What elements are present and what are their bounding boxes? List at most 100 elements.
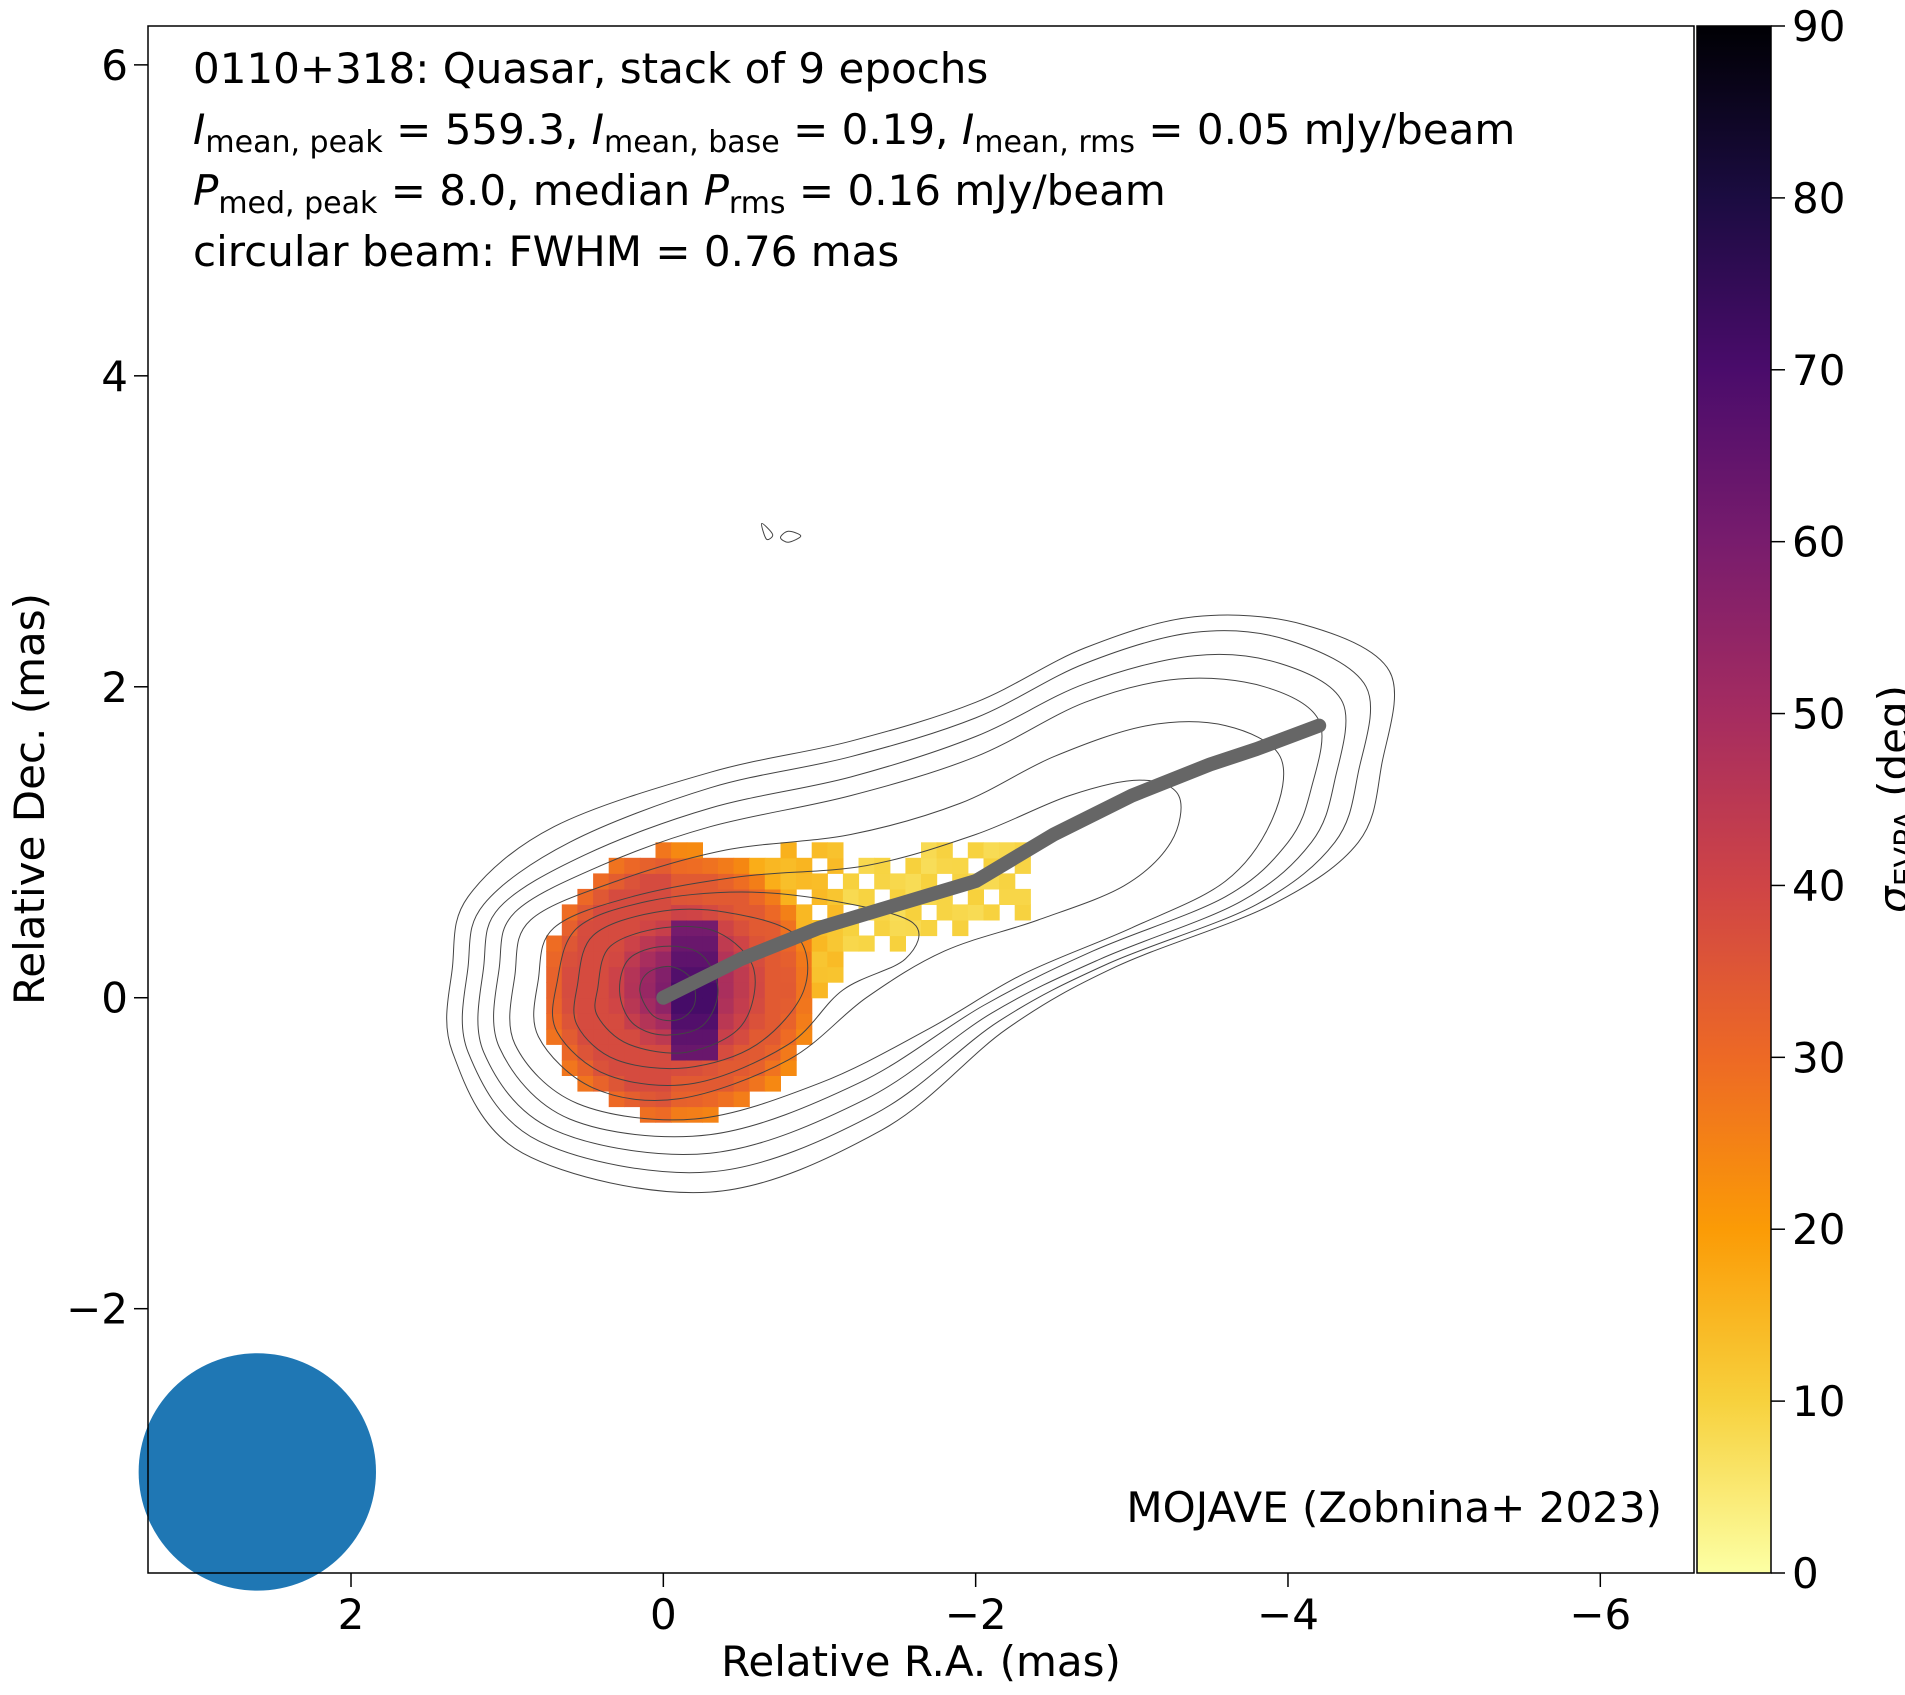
heatmap-pixel bbox=[546, 982, 563, 999]
heatmap-pixel bbox=[718, 1075, 735, 1092]
heatmap-pixel bbox=[811, 935, 828, 952]
heatmap-pixel bbox=[655, 888, 672, 905]
colorbar-tick-label: 70 bbox=[1792, 346, 1845, 395]
heatmap-pixel bbox=[733, 920, 750, 937]
ridgeline-layer bbox=[656, 718, 1327, 1005]
heatmap-pixel bbox=[749, 1044, 766, 1061]
heatmap-pixel bbox=[577, 1059, 594, 1076]
heatmap-pixel bbox=[905, 904, 922, 921]
colorbar-tick-label: 30 bbox=[1792, 1033, 1845, 1082]
heatmap-pixel bbox=[561, 1044, 578, 1061]
heatmap-pixel bbox=[905, 920, 922, 937]
heatmap-pixel bbox=[780, 842, 797, 859]
heatmap-pixel bbox=[702, 920, 719, 937]
heatmap-pixel bbox=[827, 842, 844, 859]
y-axis: −2 0 2 4 6 bbox=[66, 41, 148, 1334]
heatmap-pixel bbox=[671, 888, 688, 905]
heatmap-pixel bbox=[593, 1059, 610, 1076]
heatmap-pixel bbox=[764, 873, 781, 890]
heatmap-pixel bbox=[593, 966, 610, 983]
colorbar bbox=[1696, 25, 1772, 1574]
heatmap-pixel bbox=[780, 904, 797, 921]
heatmap-pixel bbox=[983, 904, 1000, 921]
heatmap-pixel bbox=[639, 873, 657, 890]
heatmap-pixel bbox=[764, 888, 781, 905]
heatmap-pixel bbox=[608, 935, 625, 952]
heatmap-pixel bbox=[655, 1028, 672, 1045]
heatmap-pixel bbox=[702, 1028, 719, 1045]
heatmap-pixel bbox=[811, 982, 828, 999]
heatmap-pixel bbox=[561, 997, 578, 1014]
heatmap-pixel bbox=[718, 1044, 735, 1061]
heatmap-pixel bbox=[952, 904, 969, 921]
heatmap-pixel bbox=[624, 935, 641, 952]
heatmap-pixel bbox=[811, 873, 828, 890]
heatmap-pixel bbox=[780, 951, 797, 968]
heatmap-pixel bbox=[546, 997, 563, 1014]
heatmap-pixel bbox=[577, 904, 594, 921]
colorbar-tick-label: 50 bbox=[1792, 690, 1845, 739]
heatmap-pixel bbox=[546, 1028, 563, 1045]
heatmap-pixel bbox=[577, 966, 594, 983]
heatmap-pixel bbox=[1014, 904, 1031, 921]
y-tick-label: −2 bbox=[66, 1285, 128, 1334]
heatmap-pixel bbox=[608, 904, 625, 921]
heatmap-pixel bbox=[1014, 888, 1031, 905]
heatmap-pixel bbox=[921, 920, 938, 937]
heatmap-pixel bbox=[718, 920, 735, 937]
heatmap-pixel bbox=[639, 904, 657, 921]
heatmap-pixel bbox=[593, 873, 610, 890]
heatmap-pixel bbox=[764, 966, 781, 983]
heatmap-pixel bbox=[967, 888, 984, 905]
heatmap-pixel bbox=[546, 966, 563, 983]
heatmap-pixel bbox=[702, 951, 719, 968]
heatmap-pixel bbox=[639, 1091, 657, 1108]
heatmap-pixel bbox=[811, 842, 828, 859]
heatmap-pixel bbox=[749, 982, 766, 999]
heatmap-pixel bbox=[764, 904, 781, 921]
heatmap-pixel bbox=[671, 1044, 688, 1061]
heatmap-pixel bbox=[686, 873, 703, 890]
x-tick-label: −6 bbox=[1569, 1590, 1631, 1639]
title-block: 0110+318: Quasar, stack of 9 epochs Imean… bbox=[193, 44, 1515, 276]
heatmap-pixel bbox=[655, 1106, 672, 1123]
heatmap-pixel bbox=[780, 982, 797, 999]
colorbar-tick-label: 80 bbox=[1792, 174, 1845, 223]
heatmap-pixel bbox=[905, 857, 922, 874]
contour-line bbox=[779, 530, 802, 543]
colorbar-ticks: 0 10 20 30 40 50 60 70 80 90 bbox=[1771, 2, 1845, 1598]
heatmap-pixel bbox=[780, 1013, 797, 1030]
heatmap-pixel bbox=[842, 873, 860, 890]
heatmap-pixel bbox=[671, 935, 688, 952]
heatmap-pixel bbox=[671, 1028, 688, 1045]
heatmap-pixel bbox=[608, 982, 625, 999]
heatmap-pixel bbox=[999, 873, 1016, 890]
heatmap-pixel bbox=[639, 920, 657, 937]
heatmap-pixel bbox=[624, 1075, 641, 1092]
heatmap-pixel bbox=[796, 904, 813, 921]
heatmap-pixel bbox=[608, 1059, 625, 1076]
heatmap-pixel bbox=[593, 951, 610, 968]
heatmap-pixel bbox=[671, 920, 688, 937]
heatmap-pixel bbox=[624, 982, 641, 999]
heatmap-pixel bbox=[671, 904, 688, 921]
heatmap-pixel bbox=[546, 951, 563, 968]
title-line: Imean, peak = 559.3, Imean, base = 0.19,… bbox=[193, 105, 1515, 160]
heatmap-pixel bbox=[999, 888, 1016, 905]
heatmap-pixel bbox=[764, 857, 781, 874]
heatmap-pixel bbox=[671, 966, 688, 983]
heatmap-pixel bbox=[718, 935, 735, 952]
heatmap-pixel bbox=[702, 1075, 719, 1092]
heatmap-pixel bbox=[702, 1044, 719, 1061]
colorbar-tick-label: 20 bbox=[1792, 1205, 1845, 1254]
heatmap-pixel bbox=[780, 1028, 797, 1045]
heatmap-pixel bbox=[952, 857, 969, 874]
heatmap-pixel bbox=[749, 1059, 766, 1076]
heatmap-pixel bbox=[702, 873, 719, 890]
heatmap-pixel bbox=[702, 1013, 719, 1030]
heatmap-pixel bbox=[733, 982, 750, 999]
heatmap-pixel bbox=[764, 982, 781, 999]
heatmap-pixel bbox=[561, 1013, 578, 1030]
heatmap-pixel bbox=[827, 935, 844, 952]
